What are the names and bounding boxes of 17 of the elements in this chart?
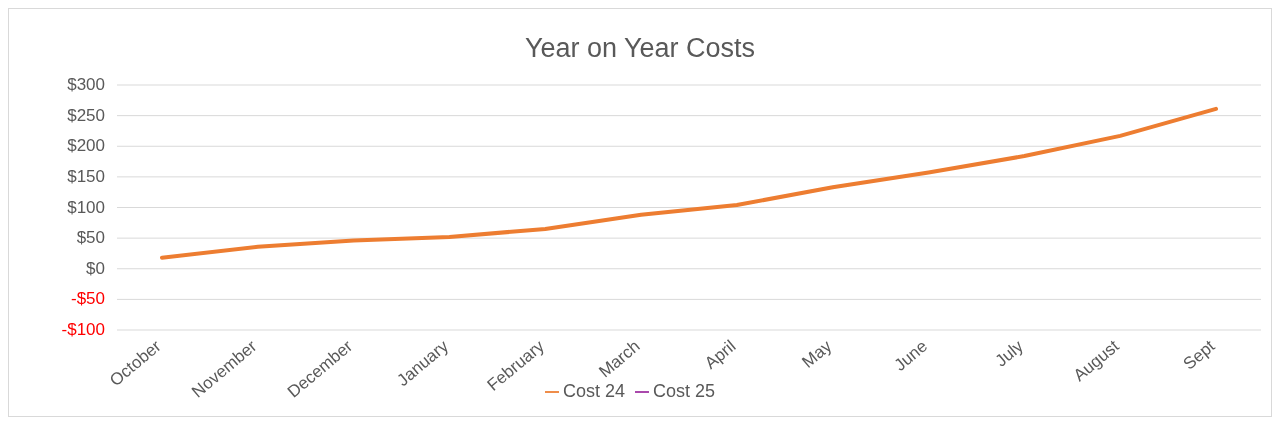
y-tick-label: -$50 xyxy=(70,289,105,309)
y-tick-label: $250 xyxy=(67,105,105,125)
y-tick-label: $150 xyxy=(67,166,105,186)
y-tick-label: -$100 xyxy=(61,320,105,339)
chart-title: Year on Year Costs xyxy=(523,33,757,64)
x-tick-label: June xyxy=(890,336,932,375)
x-tick-label: May xyxy=(798,336,836,372)
y-tick-label: $200 xyxy=(67,136,105,156)
y-tick-label: $100 xyxy=(67,197,105,217)
y-tick-label: $0 xyxy=(86,258,105,278)
x-tick-label: July xyxy=(991,336,1028,371)
x-tick-label: Sept xyxy=(1179,336,1219,374)
line-series xyxy=(160,106,1218,260)
legend-label: Cost 24 xyxy=(562,381,625,401)
y-tick-label: $300 xyxy=(67,75,105,94)
y-tick-label: $50 xyxy=(76,228,105,248)
legend-label: Cost 25 xyxy=(653,381,716,401)
